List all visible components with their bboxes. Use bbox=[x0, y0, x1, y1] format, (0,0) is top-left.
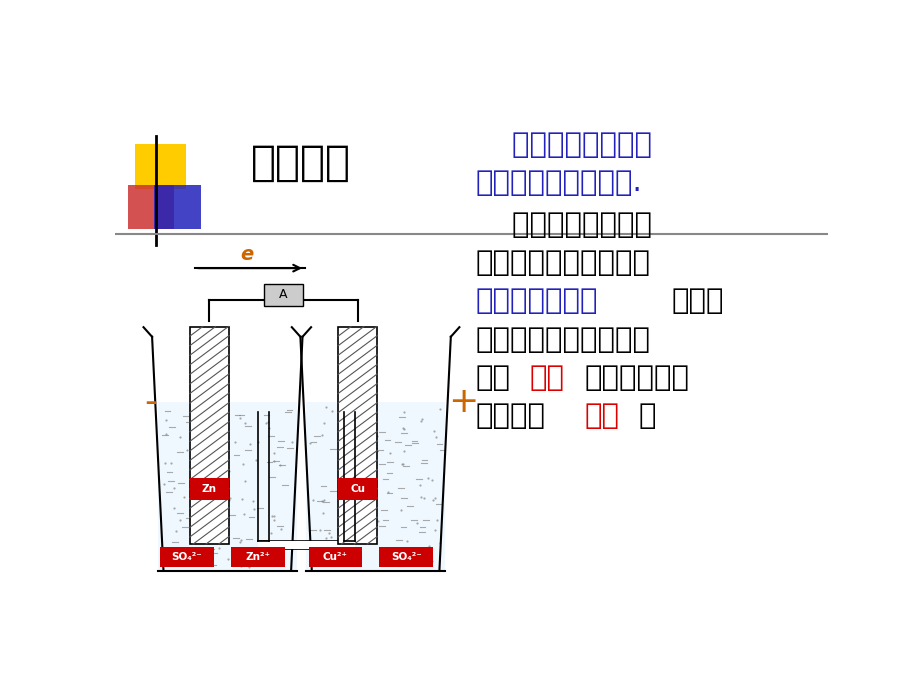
Text: 称为: 称为 bbox=[474, 364, 509, 392]
Bar bbox=[135, 144, 186, 189]
Text: 电路中流出电子的电极: 电路中流出电子的电极 bbox=[474, 326, 650, 354]
Text: 。接受电子的: 。接受电子的 bbox=[584, 364, 688, 392]
Text: Zn: Zn bbox=[202, 484, 217, 494]
Bar bbox=[160, 547, 213, 567]
Text: 负极: 负极 bbox=[529, 364, 564, 392]
Bar bbox=[189, 326, 229, 544]
Text: 金属导体叫电极: 金属导体叫电极 bbox=[474, 288, 597, 315]
Text: e: e bbox=[240, 245, 253, 264]
Text: A: A bbox=[279, 288, 288, 301]
Text: 原电池由两个半电: 原电池由两个半电 bbox=[474, 211, 652, 239]
Text: Zn²⁺: Zn²⁺ bbox=[245, 552, 270, 562]
Text: 电极称为: 电极称为 bbox=[474, 402, 544, 431]
Text: -: - bbox=[144, 385, 157, 420]
Text: 池组成，组成半电池的: 池组成，组成半电池的 bbox=[474, 249, 650, 277]
Text: 化学电池: 化学电池 bbox=[250, 141, 350, 184]
Text: Cu: Cu bbox=[350, 484, 365, 494]
Bar bbox=[154, 186, 200, 229]
Bar bbox=[231, 547, 284, 567]
Text: 正极: 正极 bbox=[584, 402, 618, 431]
Text: 能的装置称为原电池.: 能的装置称为原电池. bbox=[474, 169, 641, 197]
Bar bbox=[158, 402, 297, 571]
Bar bbox=[338, 326, 377, 544]
Text: SO₄²⁻: SO₄²⁻ bbox=[172, 552, 202, 562]
Text: 。: 。 bbox=[638, 402, 655, 431]
Bar bbox=[264, 284, 303, 306]
Text: SO₄²⁻: SO₄²⁻ bbox=[391, 552, 421, 562]
Text: ，向外: ，向外 bbox=[671, 288, 723, 315]
Bar bbox=[338, 477, 377, 500]
Bar bbox=[308, 547, 361, 567]
Bar bbox=[257, 541, 355, 549]
Text: 将化学能转变为电: 将化学能转变为电 bbox=[474, 130, 652, 159]
Text: Cu²⁺: Cu²⁺ bbox=[323, 552, 347, 562]
Bar bbox=[128, 186, 174, 229]
Bar bbox=[306, 402, 445, 571]
Text: +: + bbox=[448, 385, 478, 420]
Bar bbox=[379, 547, 433, 567]
Bar bbox=[189, 477, 229, 500]
